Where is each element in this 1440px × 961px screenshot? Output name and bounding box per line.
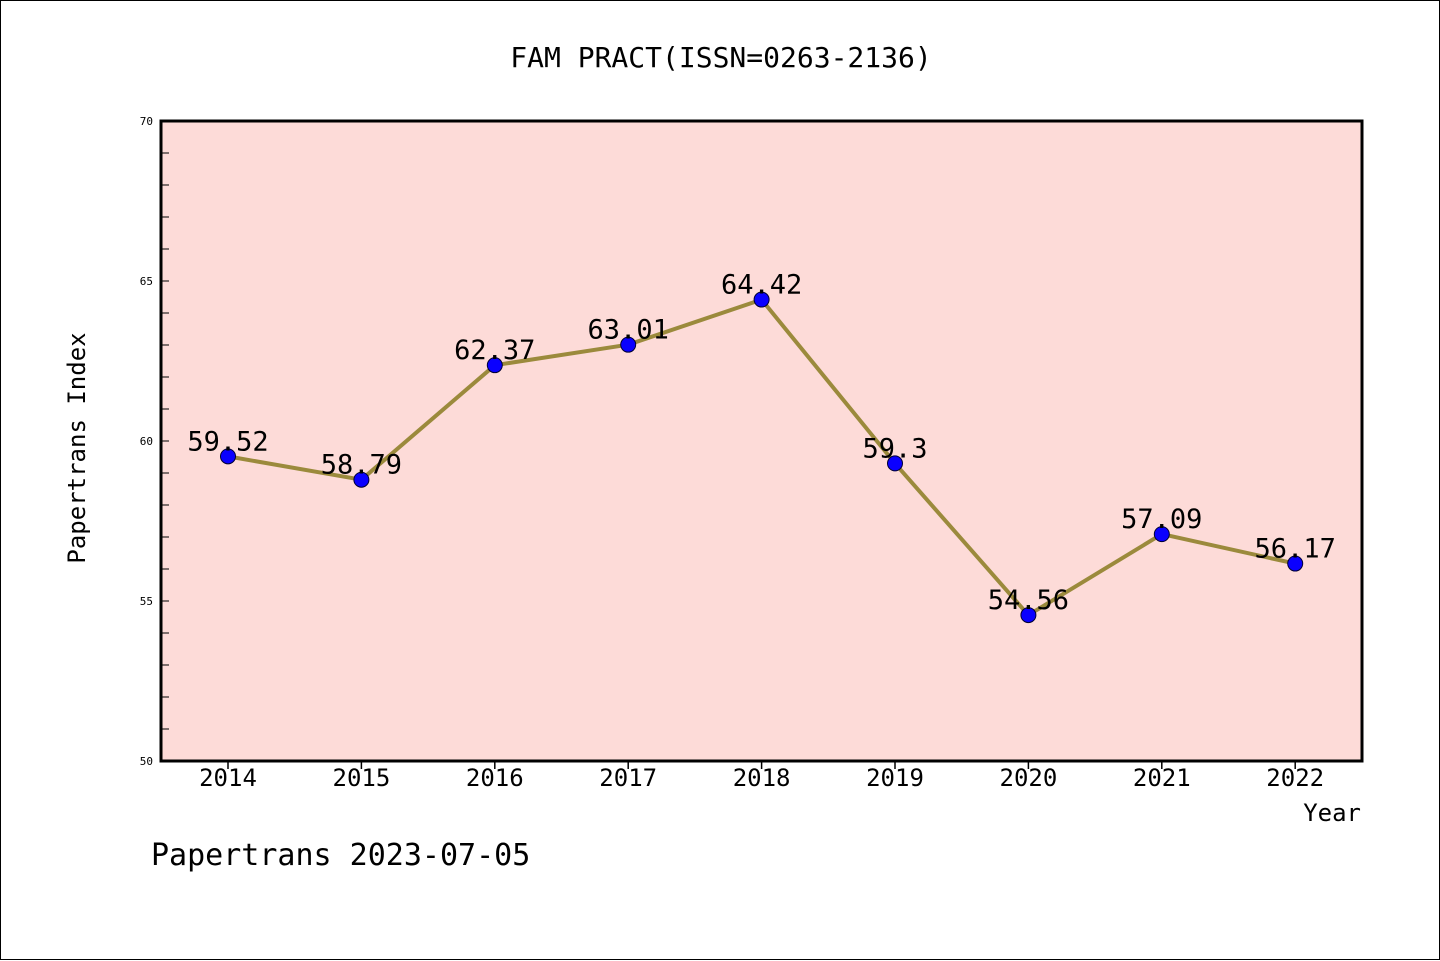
- data-label: 62.37: [454, 335, 535, 366]
- x-tick-label: 2018: [733, 764, 791, 792]
- x-axis: 2014 2015 2016 2017 2018 2019 2020 2021 2022: [199, 761, 1324, 792]
- x-tick-label: 2021: [1133, 764, 1191, 792]
- data-point: [1153, 526, 1170, 543]
- data-label: 64.42: [721, 270, 802, 301]
- data-point: [753, 291, 770, 308]
- y-tick-label: 65: [140, 275, 153, 288]
- data-point: [1287, 555, 1304, 572]
- x-tick-label: 2022: [1266, 764, 1324, 792]
- x-tick-label: 2014: [199, 764, 257, 792]
- data-point: [353, 471, 370, 488]
- x-axis-label: Year: [1303, 799, 1361, 827]
- y-tick-label: 50: [140, 755, 153, 768]
- data-label: 63.01: [588, 315, 669, 346]
- data-label: 59.3: [862, 433, 927, 464]
- data-label-group: 59.52 58.79 62.37 63.01 64.42 59.3 54.56 57.09 5…: [187, 270, 1335, 617]
- data-point: [887, 455, 903, 472]
- y-tick-label: 70: [140, 115, 153, 128]
- x-tick-label: 2016: [466, 764, 524, 792]
- data-point: [620, 336, 637, 353]
- data-label: 57.09: [1121, 504, 1202, 535]
- data-point: [220, 448, 236, 465]
- x-tick-label: 2020: [1000, 764, 1058, 792]
- y-tick-label: 55: [140, 595, 153, 608]
- marker-group: [220, 291, 1304, 624]
- data-label: 58.79: [321, 450, 402, 481]
- y-tick-label: 60: [140, 435, 153, 448]
- y-axis-label: Papertrans Index: [63, 332, 91, 563]
- chart-title: FAM PRACT(ISSN=0263-2136): [510, 41, 931, 74]
- data-point: [486, 357, 503, 374]
- data-point: [1020, 607, 1037, 624]
- plot-area: [159, 119, 1364, 763]
- data-label: 56.17: [1255, 534, 1336, 565]
- x-tick-label: 2017: [599, 764, 657, 792]
- x-tick-label: 2015: [333, 764, 391, 792]
- data-label: 59.52: [187, 426, 268, 457]
- y-axis: 50 55 60 65 70: [140, 115, 169, 768]
- data-label: 54.56: [988, 585, 1069, 616]
- footer-text: Papertrans 2023-07-05: [151, 838, 530, 873]
- x-tick-label: 2019: [866, 764, 924, 792]
